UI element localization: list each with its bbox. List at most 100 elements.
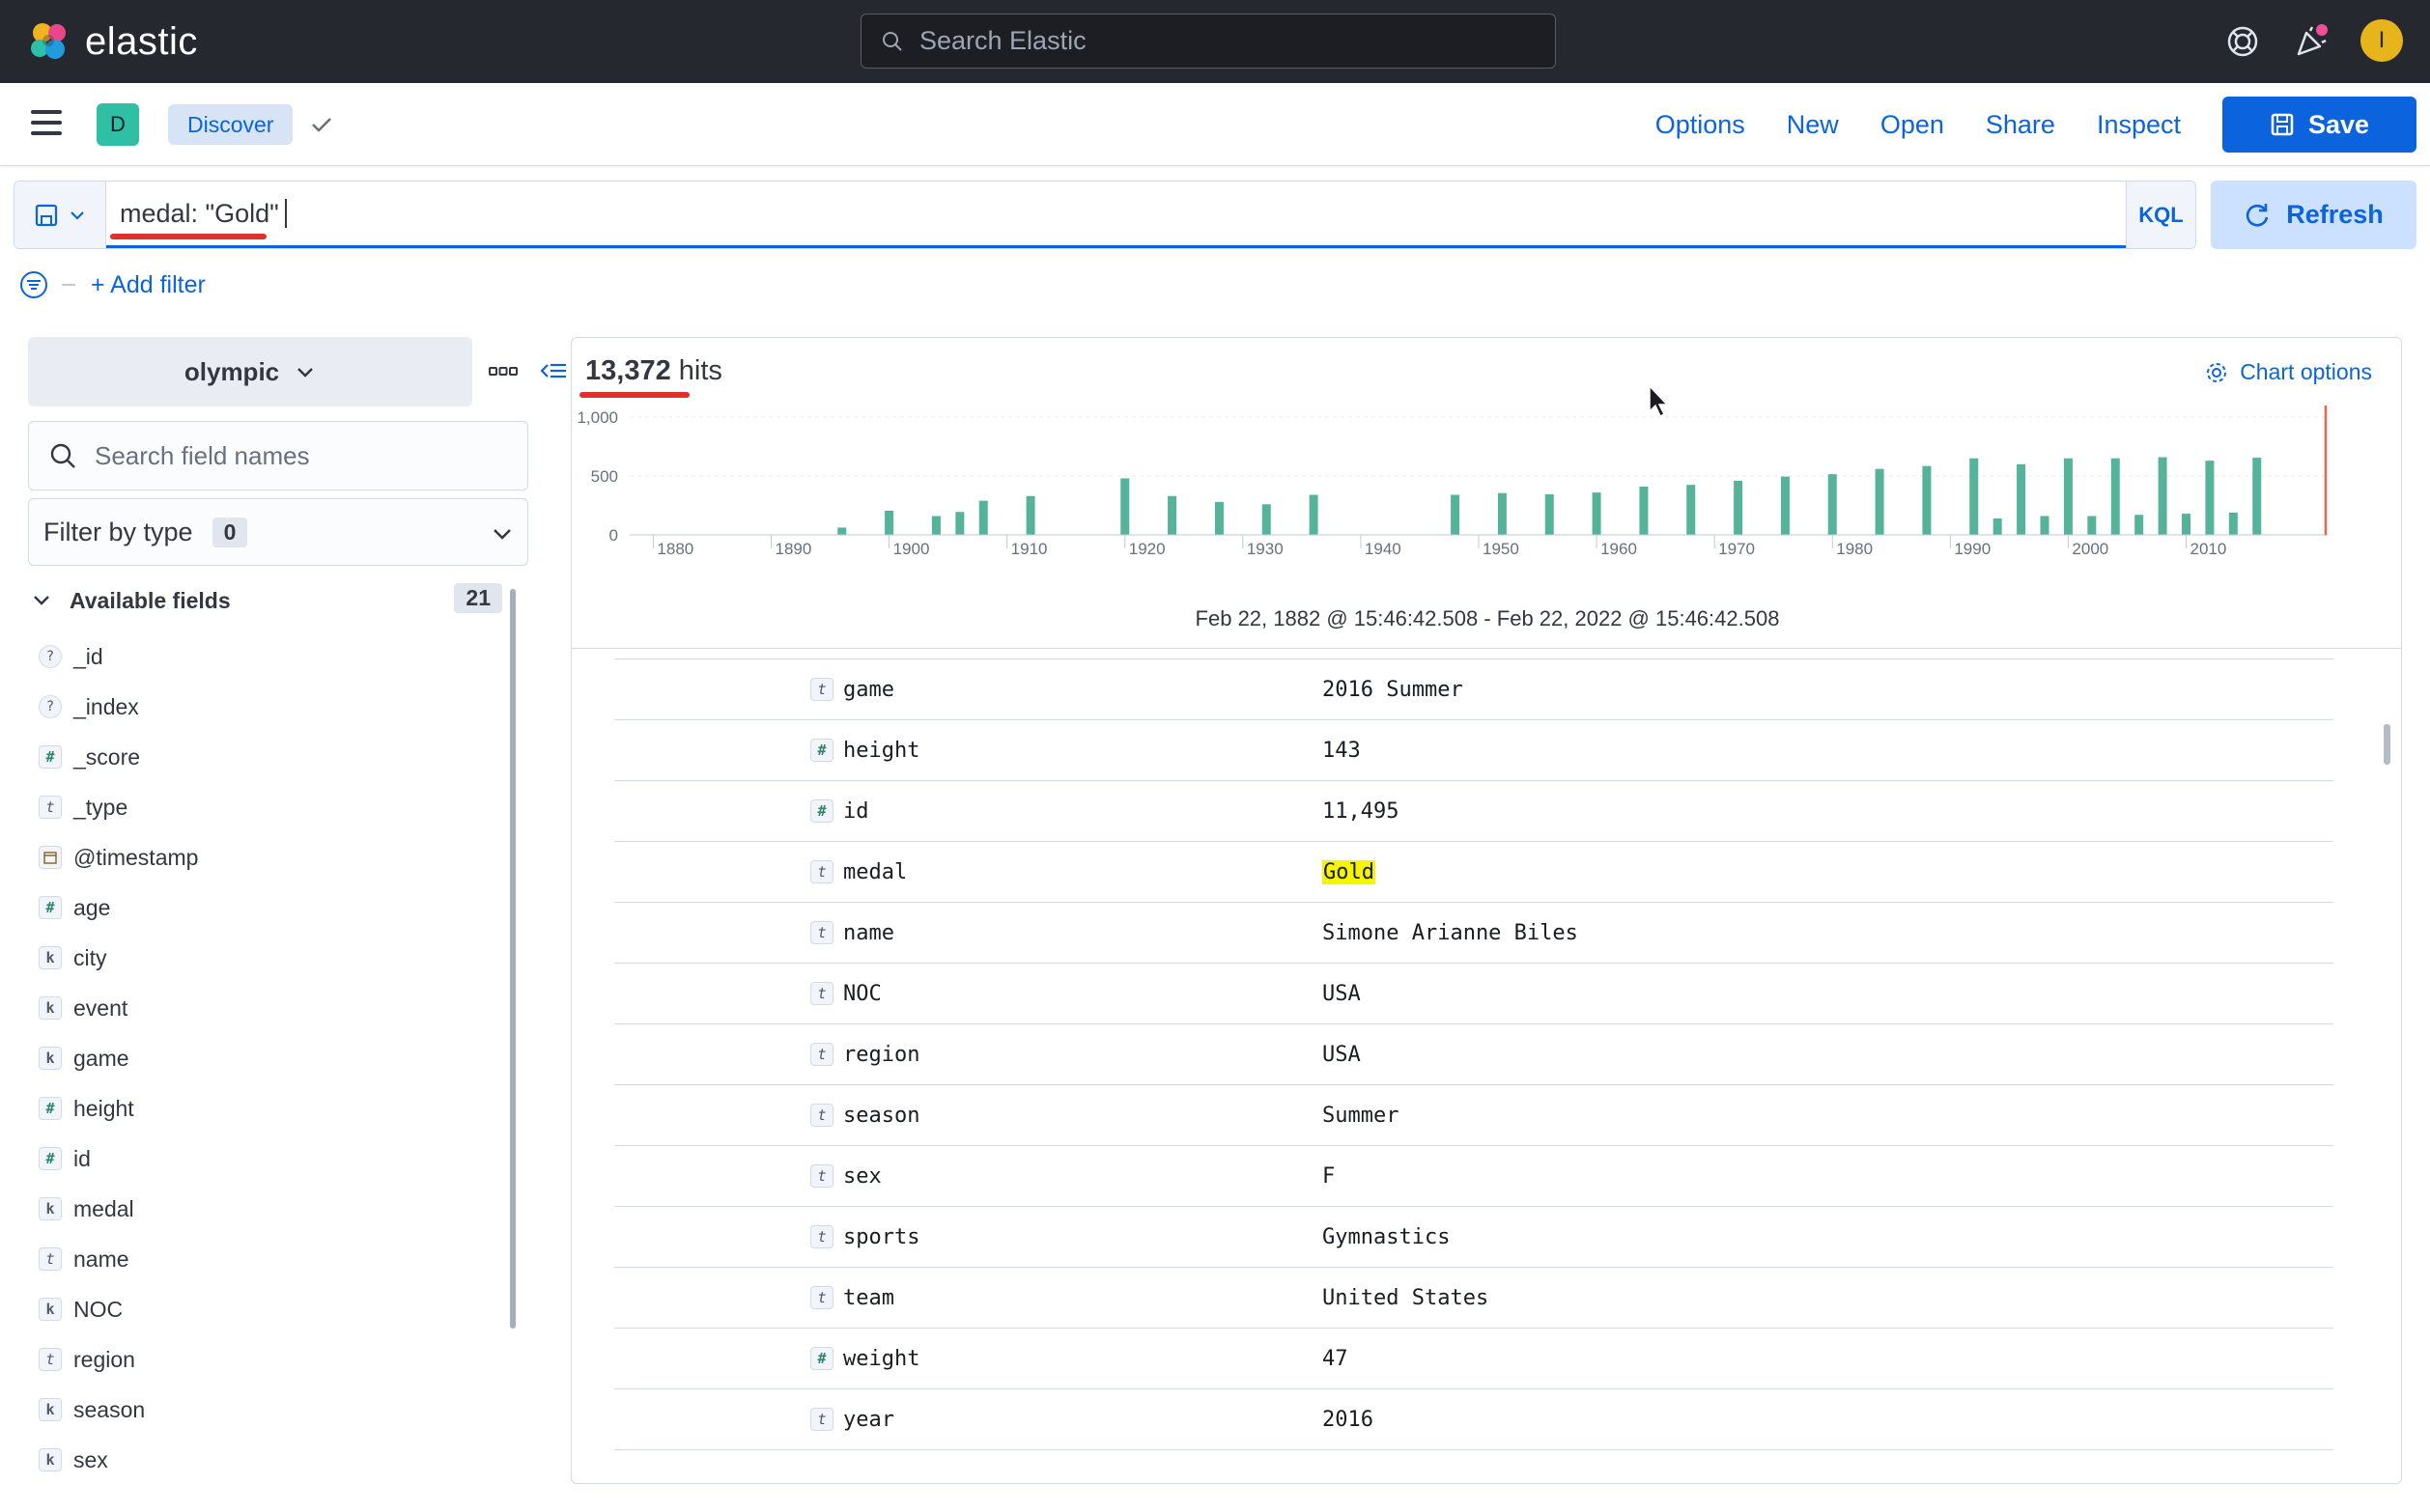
- doc-field-value: F: [1322, 1164, 1335, 1189]
- unknown-type-icon: ?: [39, 695, 62, 718]
- histogram-bar: [1969, 458, 1979, 535]
- table-row[interactable]: t medal Gold: [614, 842, 2333, 903]
- global-search-box[interactable]: [861, 14, 1556, 69]
- field-item[interactable]: # age: [39, 882, 502, 933]
- save-button[interactable]: Save: [2222, 97, 2416, 153]
- field-item[interactable]: ? _index: [39, 682, 502, 732]
- text-type-icon: t: [810, 1043, 834, 1066]
- number-type-icon: #: [39, 896, 62, 919]
- document-scrollbar[interactable]: [2384, 724, 2390, 765]
- query-input[interactable]: medal: "Gold": [106, 182, 2126, 248]
- annotation-underline: [579, 392, 690, 398]
- table-row[interactable]: t team United States: [614, 1268, 2333, 1329]
- new-link[interactable]: New: [1786, 109, 1839, 139]
- options-link[interactable]: Options: [1654, 109, 1745, 139]
- check-icon: [312, 118, 331, 132]
- open-link[interactable]: Open: [1879, 109, 1944, 139]
- table-row[interactable]: t game 2016 Summer: [614, 659, 2333, 720]
- table-row[interactable]: t region USA: [614, 1024, 2333, 1085]
- histogram-bar: [1214, 501, 1224, 535]
- value-text: 143: [1322, 739, 1361, 763]
- histogram-bar: [2110, 458, 2120, 535]
- elastic-logo[interactable]: elastic: [27, 19, 198, 64]
- query-bar: medal: "Gold" KQL: [14, 181, 2196, 249]
- filter-bar: + Add filter: [19, 270, 206, 299]
- text-type-icon: t: [39, 1247, 62, 1271]
- field-item[interactable]: t _type: [39, 782, 502, 832]
- field-item[interactable]: k medal: [39, 1184, 502, 1234]
- available-fields-toggle[interactable]: Available fields 21: [31, 583, 504, 618]
- field-item[interactable]: k event: [39, 983, 502, 1033]
- histogram-bar: [1827, 474, 1837, 535]
- sidebar-scrollbar[interactable]: [510, 589, 516, 1329]
- more-options-icon[interactable]: [489, 366, 518, 378]
- table-row[interactable]: t sports Gymnastics: [614, 1207, 2333, 1268]
- histogram-chart[interactable]: 1,000 500 0 1880 1890 1900 1910 1920 1930 1940 195…: [572, 406, 2402, 570]
- table-row[interactable]: t sex F: [614, 1146, 2333, 1207]
- table-row[interactable]: # weight 47: [614, 1329, 2333, 1389]
- chevron-down-icon: [71, 210, 84, 220]
- field-item[interactable]: t region: [39, 1334, 502, 1385]
- field-name: _score: [73, 743, 141, 770]
- histogram-bar: [955, 512, 965, 535]
- histogram-bar: [1686, 485, 1696, 535]
- field-item[interactable]: k NOC: [39, 1284, 502, 1334]
- divider-dash: [62, 284, 75, 286]
- saved-query-menu-button[interactable]: [14, 182, 106, 248]
- field-search-box[interactable]: [28, 421, 528, 490]
- app-toolbar: D Discover Options New Open Share Inspec…: [0, 83, 2430, 166]
- chart-options-button[interactable]: Chart options: [2205, 359, 2372, 385]
- index-pattern-picker[interactable]: olympic: [28, 337, 472, 406]
- histogram-bar: [1451, 494, 1460, 535]
- value-text: 2016 Summer: [1322, 678, 1463, 702]
- field-item[interactable]: # height: [39, 1083, 502, 1134]
- user-avatar[interactable]: I: [2360, 19, 2403, 62]
- share-link[interactable]: Share: [1985, 109, 2055, 139]
- field-item[interactable]: # _score: [39, 732, 502, 782]
- refresh-button[interactable]: Refresh: [2211, 181, 2416, 249]
- app-menu: Options New Open Share Inspect Save: [1655, 83, 2430, 166]
- query-language-button[interactable]: KQL: [2126, 182, 2195, 248]
- add-filter-button[interactable]: + Add filter: [91, 270, 206, 298]
- global-search-input[interactable]: [919, 26, 1499, 56]
- doc-field-name: year: [843, 1408, 894, 1432]
- table-row[interactable]: t NOC USA: [614, 964, 2333, 1024]
- field-item[interactable]: k city: [39, 933, 502, 983]
- histogram-bar: [1592, 492, 1601, 535]
- field-item[interactable]: ? _id: [39, 631, 502, 682]
- doc-field-value: 2016 Summer: [1322, 678, 1463, 702]
- field-item[interactable]: # id: [39, 1134, 502, 1184]
- chevron-down-icon: [34, 596, 49, 605]
- y-tick-label: 500: [591, 467, 618, 486]
- space-avatar[interactable]: D: [97, 103, 139, 146]
- x-tick-label: 2000: [2072, 540, 2108, 558]
- field-item[interactable]: t name: [39, 1234, 502, 1284]
- field-search-input[interactable]: [95, 440, 520, 471]
- breadcrumb-discover[interactable]: Discover: [168, 104, 294, 145]
- x-tick-label: 1920: [1129, 540, 1166, 558]
- table-row[interactable]: t year 2016: [614, 1389, 2333, 1450]
- filter-options-icon[interactable]: [19, 270, 48, 299]
- doc-field-name: sex: [843, 1164, 882, 1189]
- table-row[interactable]: # height 143: [614, 720, 2333, 781]
- doc-field-value: USA: [1322, 982, 1361, 1006]
- table-row[interactable]: t season Summer: [614, 1085, 2333, 1146]
- field-item[interactable]: @timestamp: [39, 832, 502, 882]
- value-text: Simone Arianne Biles: [1322, 921, 1578, 945]
- histogram-bar: [2182, 514, 2190, 535]
- filter-by-type-button[interactable]: Filter by type 0: [28, 498, 528, 566]
- field-list: ? _id? _index # _score t _type @timestamp # age k c…: [39, 631, 502, 1485]
- help-icon[interactable]: [2222, 21, 2263, 62]
- table-row[interactable]: t name Simone Arianne Biles: [614, 903, 2333, 964]
- news-feed-icon[interactable]: [2291, 21, 2331, 62]
- collapse-sidebar-icon[interactable]: [539, 359, 568, 384]
- field-item[interactable]: k season: [39, 1385, 502, 1435]
- field-item[interactable]: k game: [39, 1033, 502, 1083]
- field-item[interactable]: k sex: [39, 1435, 502, 1485]
- inspect-link[interactable]: Inspect: [2096, 109, 2181, 139]
- menu-toggle-button[interactable]: [31, 110, 62, 135]
- table-row[interactable]: # id 11,495: [614, 781, 2333, 842]
- value-text: 2016: [1322, 1408, 1373, 1432]
- text-type-icon: t: [810, 921, 834, 944]
- document-table: t game 2016 Summer # height 143 # id 11,495 t meda…: [614, 658, 2333, 1450]
